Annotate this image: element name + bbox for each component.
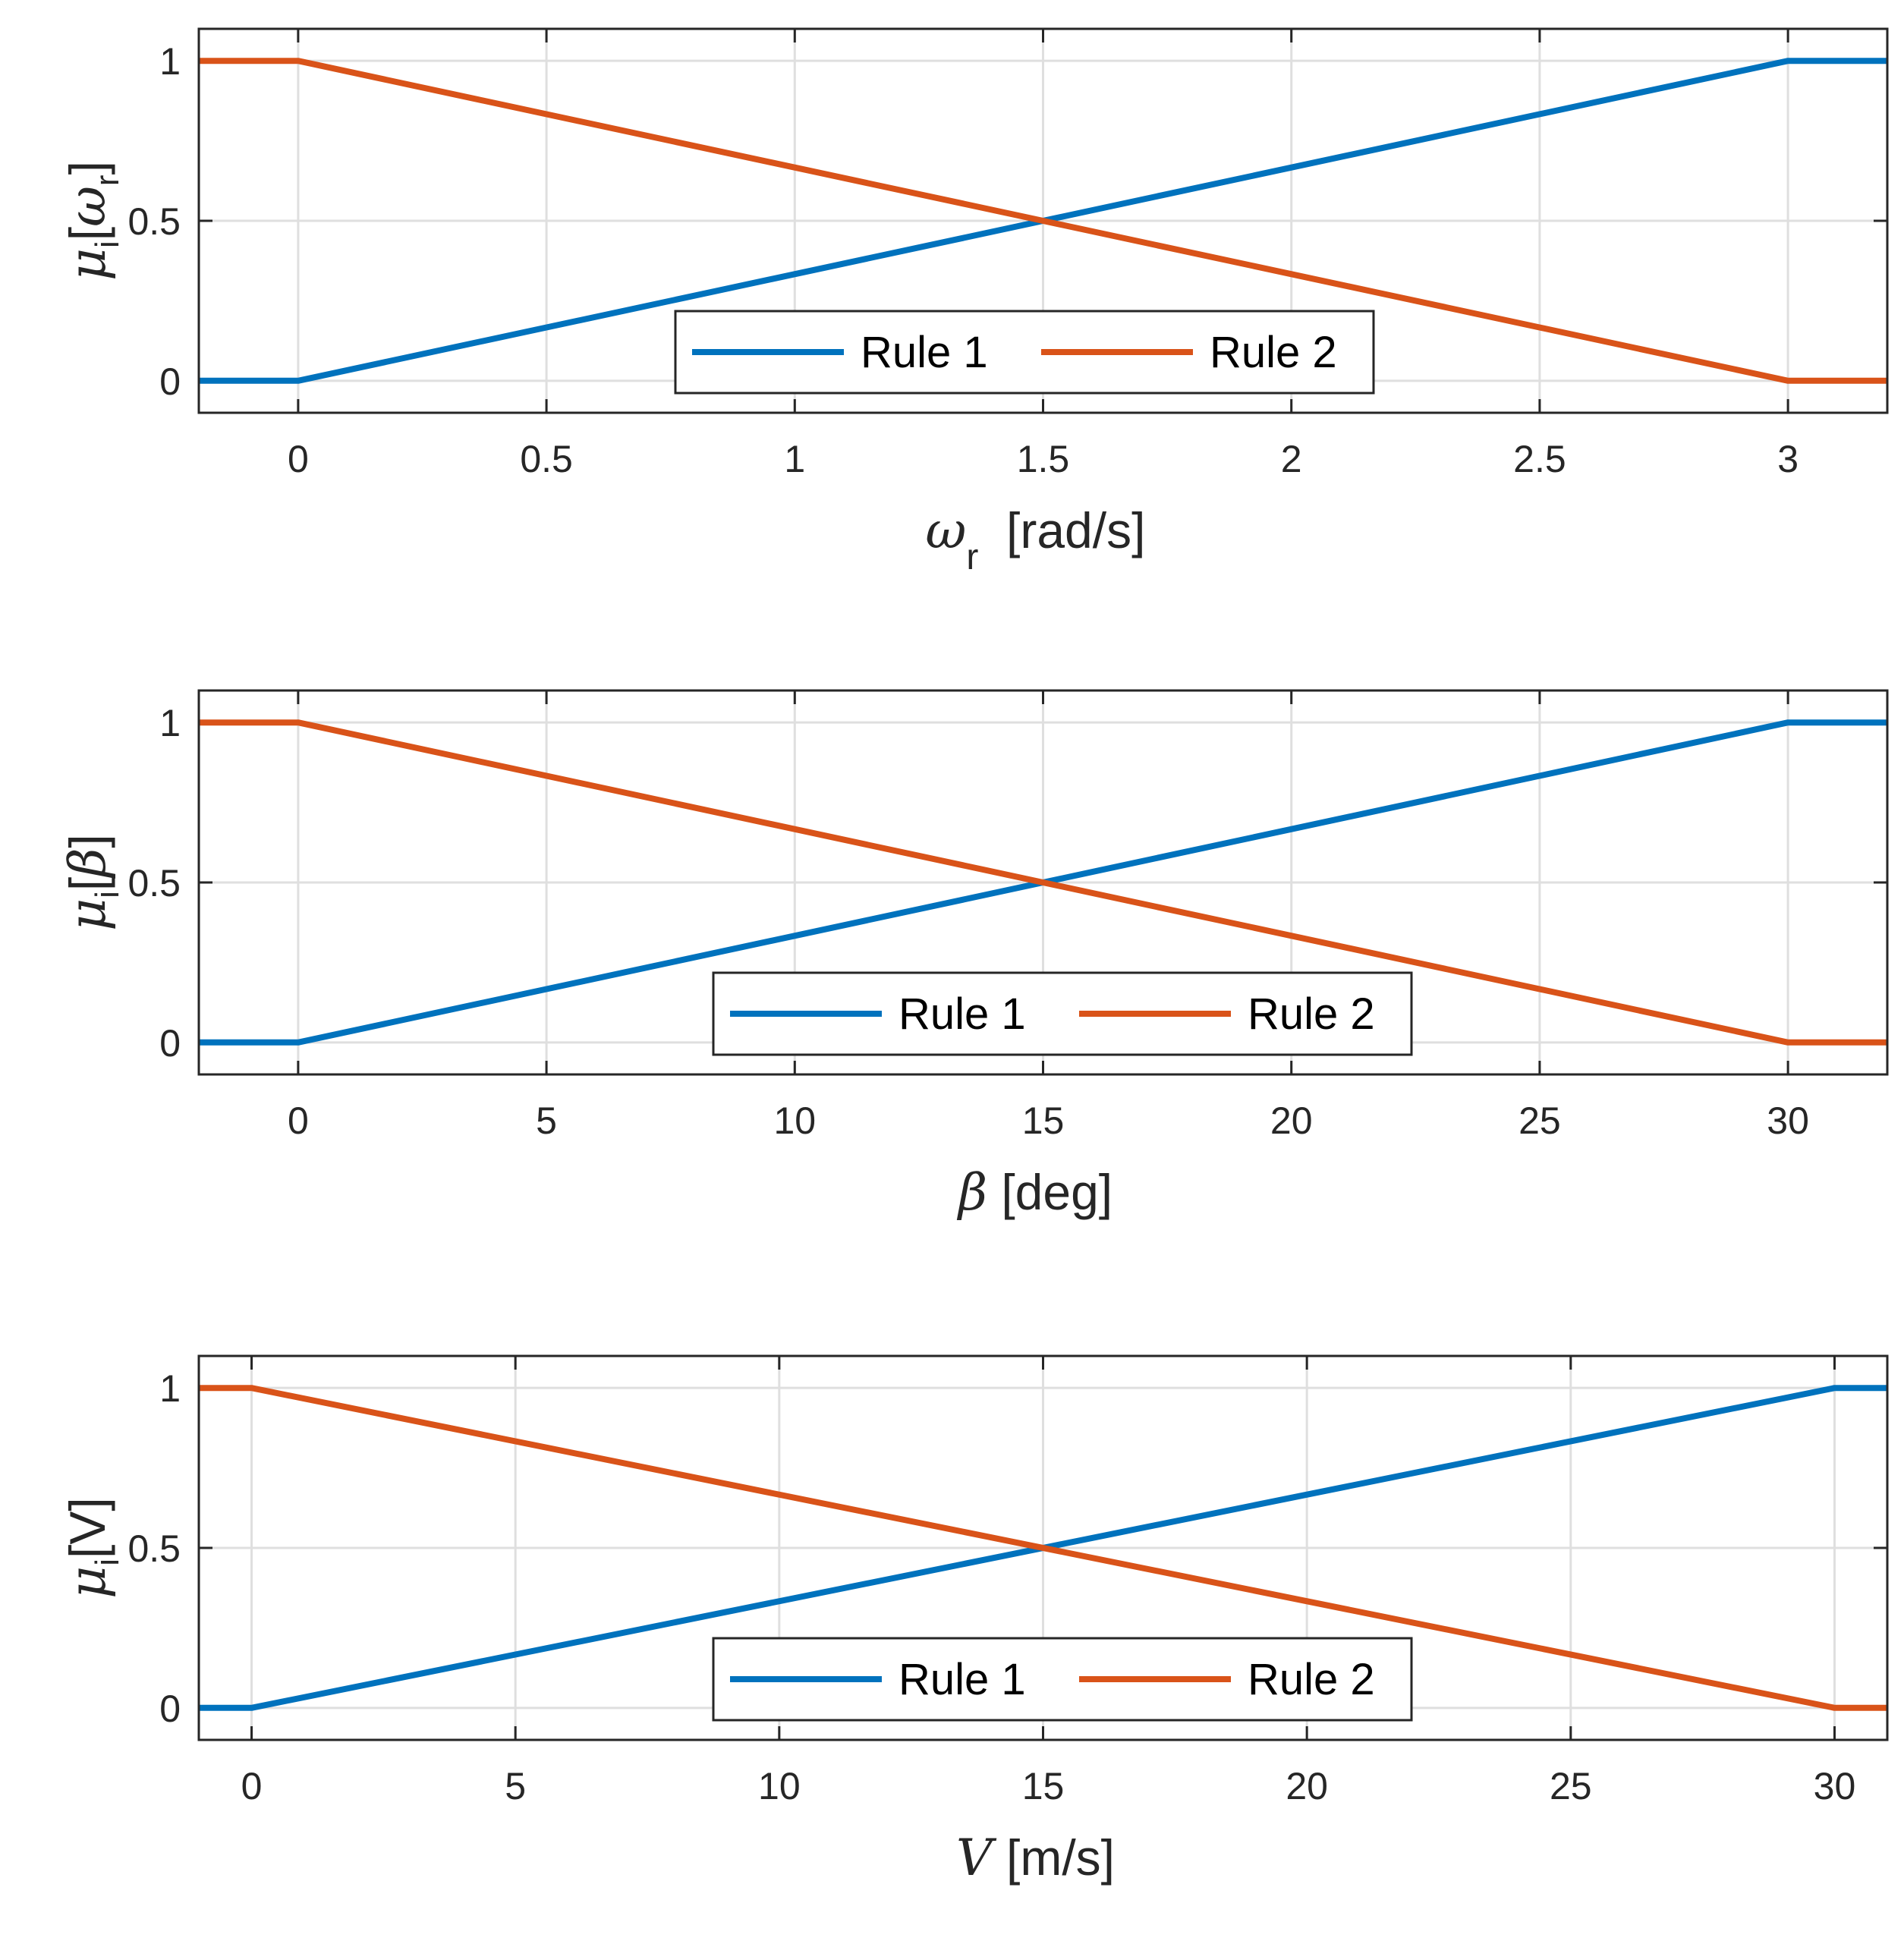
x-tick-label: 0: [288, 438, 309, 480]
y-tick-label: 0: [159, 1022, 181, 1065]
x-tick-label: 15: [1022, 1765, 1065, 1807]
y-tick-label: 1: [159, 1367, 181, 1410]
x-tick-label: 30: [1767, 1099, 1809, 1142]
y-tick-label: 0.5: [127, 1527, 181, 1570]
x-tick-label: 20: [1286, 1765, 1328, 1807]
legend-label-rule-1: Rule 1: [898, 989, 1026, 1039]
x-tick-label: 5: [536, 1099, 557, 1142]
y-tick-label: 1: [159, 702, 181, 744]
x-tick-label: 1.5: [1017, 438, 1070, 480]
legend-label-rule-2: Rule 2: [1248, 989, 1375, 1039]
y-tick-label: 0: [159, 1688, 181, 1730]
y-tick-label: 0.5: [127, 200, 181, 243]
series-line-rule-2: [199, 1385, 1887, 1711]
y-axis-label: μi[V]: [58, 1497, 126, 1598]
legend: Rule 1 Rule 2: [712, 971, 1413, 1056]
legend: Rule 1 Rule 2: [674, 310, 1375, 395]
x-tick-label: 2: [1281, 438, 1302, 480]
legend: Rule 1 Rule 2: [712, 1637, 1413, 1722]
x-tick-label: 30: [1814, 1765, 1856, 1807]
x-tick-label: 0: [288, 1099, 309, 1142]
y-axis-label: μi[ωr]: [58, 161, 126, 281]
x-tick-label: 1: [784, 438, 805, 480]
legend-label-rule-1: Rule 1: [898, 1655, 1026, 1704]
axes-box: [197, 27, 1889, 414]
legend-label-rule-2: Rule 2: [1248, 1655, 1375, 1704]
x-tick-label: 25: [1550, 1765, 1592, 1807]
x-axis-label: ωr [rad/s]: [926, 502, 1146, 577]
series-line-rule-2: [199, 719, 1887, 1046]
x-tick-label: 25: [1518, 1099, 1561, 1142]
x-tick-label: 10: [758, 1765, 801, 1807]
axes-box: [197, 689, 1889, 1076]
subplot-omega: 0 0.5 1 1.5 2 2.5 3 0 0.5 1 ωr [rad/s] μi[ωr] Rule 1…: [58, 27, 1889, 577]
axes-box: [197, 1354, 1889, 1741]
x-tick-label: 0.5: [520, 438, 573, 480]
x-tick-label: 10: [773, 1099, 816, 1142]
x-tick-label: 20: [1270, 1099, 1313, 1142]
x-tick-label: 0: [241, 1765, 263, 1807]
x-tick-label: 3: [1777, 438, 1799, 480]
x-tick-label: 5: [505, 1765, 526, 1807]
legend-label-rule-2: Rule 2: [1210, 328, 1337, 377]
y-tick-label: 0.5: [127, 862, 181, 904]
y-tick-label: 1: [159, 40, 181, 83]
y-tick-label: 0: [159, 360, 181, 403]
x-tick-label: 15: [1022, 1099, 1065, 1142]
x-axis-label: V [m/s]: [956, 1829, 1115, 1887]
y-axis-label: μi[β]: [58, 834, 126, 931]
series-line-rule-2: [199, 58, 1887, 384]
x-axis-label: β [deg]: [956, 1163, 1113, 1222]
legend-label-rule-1: Rule 1: [861, 328, 988, 377]
x-tick-label: 2.5: [1513, 438, 1566, 480]
